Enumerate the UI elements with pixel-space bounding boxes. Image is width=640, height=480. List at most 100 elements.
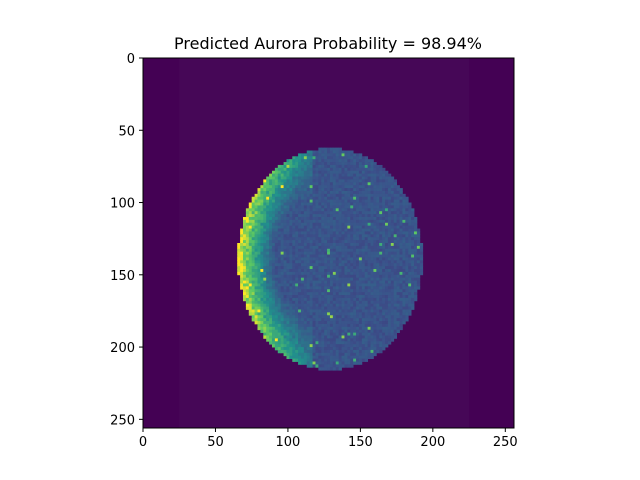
heatmap-cell	[309, 309, 313, 313]
heatmap-cell	[260, 277, 264, 281]
heatmap-cell	[327, 263, 331, 267]
heatmap-cell	[240, 251, 244, 255]
heatmap-cell	[315, 202, 319, 206]
x-tick-label: 150	[348, 435, 373, 450]
heatmap-cell	[344, 312, 348, 316]
heatmap-cell	[411, 263, 415, 267]
heatmap-cell	[356, 173, 360, 177]
heatmap-cell	[335, 292, 340, 296]
heatmap-cell	[361, 303, 366, 307]
heatmap-cell	[303, 193, 308, 198]
heatmap-cell	[300, 335, 305, 339]
heatmap-cell	[312, 202, 316, 206]
heatmap-cell	[411, 286, 415, 290]
heatmap-cell	[329, 147, 334, 151]
heatmap-cell	[341, 190, 345, 195]
heatmap-cell	[257, 208, 261, 212]
heatmap-cell	[364, 358, 369, 362]
heatmap-cell	[332, 159, 337, 163]
heatmap-cell	[364, 185, 369, 189]
heatmap-cell	[373, 164, 377, 169]
heatmap-cell	[248, 271, 253, 276]
heatmap-cell	[254, 274, 258, 279]
heatmap-cell	[370, 329, 374, 334]
heatmap-cell	[385, 260, 389, 264]
heatmap-cell	[312, 167, 316, 172]
heatmap-cell	[292, 271, 296, 276]
heatmap-cell	[356, 312, 360, 316]
heatmap-cell	[373, 341, 377, 345]
heatmap-cell	[329, 332, 334, 336]
heatmap-cell	[353, 277, 357, 281]
heatmap-cell	[356, 196, 360, 201]
heatmap-cell	[295, 193, 299, 198]
heatmap-cell	[376, 173, 380, 177]
heatmap-cell	[379, 283, 383, 287]
heatmap-cell	[338, 321, 342, 325]
heatmap-cell	[254, 214, 258, 218]
heatmap-cell	[350, 219, 354, 224]
heatmap-cell	[292, 216, 296, 221]
heatmap-cell	[292, 335, 296, 339]
heatmap-cell	[309, 164, 313, 169]
heatmap-cell	[356, 159, 360, 163]
heatmap-cell	[361, 309, 366, 313]
heatmap-cell	[312, 153, 316, 157]
heatmap-cell	[370, 251, 374, 255]
heatmap-cell	[405, 309, 409, 313]
heatmap-cell	[361, 164, 366, 169]
heatmap-cell	[292, 283, 296, 287]
heatmap-cell	[298, 283, 302, 287]
heatmap-cell	[242, 280, 247, 284]
heatmap-cell	[321, 216, 325, 221]
heatmap-cell	[321, 321, 325, 325]
heatmap-cell	[289, 303, 293, 307]
heatmap-cell	[263, 185, 267, 189]
heatmap-cell	[277, 254, 282, 258]
heatmap-cell	[312, 274, 316, 279]
heatmap-cell	[416, 248, 421, 253]
heatmap-cell	[266, 208, 270, 212]
heatmap-cell	[399, 219, 403, 224]
heatmap-cell	[312, 216, 316, 221]
heatmap-cell	[271, 286, 276, 290]
heatmap-cell	[405, 257, 409, 261]
heatmap-cell	[353, 318, 357, 322]
heatmap-cell	[382, 300, 386, 305]
heatmap-cell	[347, 300, 351, 305]
heatmap-cell	[321, 182, 325, 186]
heatmap-cell	[382, 344, 386, 348]
heatmap-cell	[315, 347, 319, 351]
heatmap-cell	[242, 271, 247, 276]
heatmap-cell	[309, 260, 313, 264]
heatmap-cell	[303, 159, 308, 163]
heatmap-cell	[318, 150, 322, 154]
heatmap-cell	[344, 251, 348, 255]
heatmap-cell	[396, 295, 400, 299]
heatmap-cell	[373, 277, 377, 281]
heatmap-cell	[309, 202, 313, 206]
heatmap-cell	[393, 237, 398, 241]
heatmap-cell	[289, 347, 293, 351]
heatmap-cell	[251, 216, 255, 221]
heatmap-cell	[385, 289, 389, 293]
heatmap-cell	[347, 190, 351, 195]
heatmap-cell	[327, 358, 331, 362]
heatmap-cell	[390, 286, 395, 290]
heatmap-cell	[356, 260, 360, 264]
heatmap-cell	[338, 289, 342, 293]
heatmap-cell	[393, 303, 398, 307]
heatmap-cell	[298, 216, 302, 221]
heatmap-cell	[399, 326, 403, 331]
heatmap-cell	[245, 219, 250, 224]
heatmap-cell	[387, 260, 392, 264]
heatmap-cell	[292, 243, 296, 247]
heatmap-cell	[393, 208, 398, 212]
heatmap-cell	[303, 214, 308, 218]
heatmap-cell	[373, 162, 377, 166]
heatmap-cell	[266, 300, 270, 305]
heatmap-cell	[283, 271, 287, 276]
heatmap-cell	[303, 347, 308, 351]
heatmap-cell	[292, 295, 296, 299]
heatmap-cell	[266, 193, 270, 198]
